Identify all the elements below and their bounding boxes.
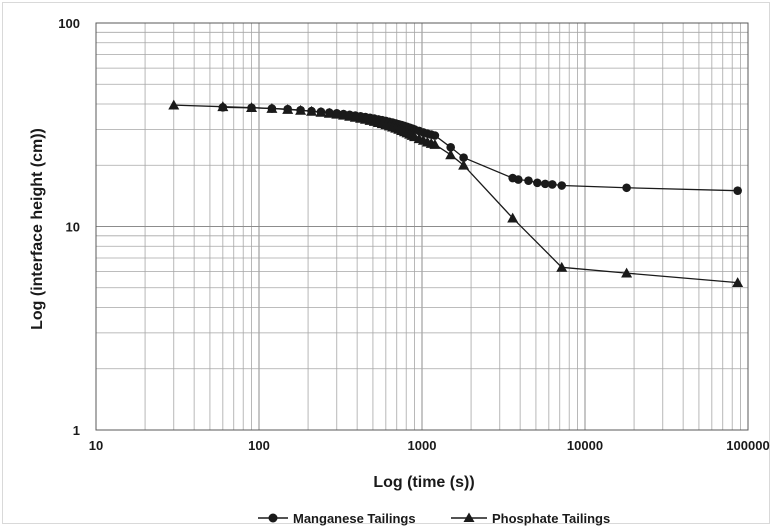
- data-point-triangle: [295, 104, 307, 115]
- legend: Manganese Tailings Phosphate Tailings: [258, 511, 610, 526]
- data-point-circle: [459, 153, 468, 162]
- x-tick-label: 100000: [726, 438, 769, 453]
- data-point-triangle: [458, 159, 470, 170]
- data-point-triangle: [331, 108, 343, 119]
- x-axis-title: Log (time (s)): [373, 474, 474, 491]
- data-point-triangle: [429, 138, 441, 149]
- y-tick-label: 1: [73, 423, 80, 438]
- data-point-circle: [557, 181, 567, 190]
- data-point-triangle: [445, 149, 457, 160]
- grid-lines: [95, 23, 748, 431]
- data-point-triangle: [621, 267, 633, 278]
- legend-label-manganese: Manganese Tailings: [293, 511, 416, 526]
- x-tick-label: 100: [248, 438, 270, 453]
- data-point-triangle: [266, 103, 278, 113]
- series-line: [222, 106, 738, 192]
- data-point-triangle: [732, 277, 744, 288]
- data-point-circle: [540, 179, 550, 189]
- data-point-triangle: [507, 212, 519, 223]
- y-tick-label: 100: [58, 16, 80, 31]
- data-point-circle: [733, 186, 742, 195]
- x-tick-label: 10000: [567, 438, 603, 453]
- series-layer: [168, 99, 744, 288]
- legend-item-manganese: Manganese Tailings: [258, 511, 416, 526]
- x-tick-labels: 10 100 1000 10000 100000: [89, 438, 770, 453]
- data-point-triangle: [323, 107, 335, 118]
- data-point-circle: [430, 131, 440, 140]
- data-point-circle: [524, 176, 533, 185]
- data-point-circle: [533, 178, 542, 188]
- data-point-circle: [622, 183, 631, 193]
- x-tick-label: 1000: [408, 438, 437, 453]
- data-point-circle: [547, 180, 557, 189]
- legend-label-phosphate: Phosphate Tailings: [492, 511, 610, 526]
- y-tick-labels: 1 10 100: [58, 16, 80, 438]
- plot-area-border: [95, 22, 749, 431]
- series-line: [173, 104, 738, 284]
- data-point-circle: [514, 175, 523, 184]
- series-phosphate-tailings: [168, 99, 744, 288]
- data-point-triangle: [282, 103, 294, 114]
- data-point-triangle: [168, 99, 180, 110]
- data-point-triangle: [556, 261, 568, 272]
- legend-marker-circle: [268, 513, 278, 523]
- data-point-triangle: [315, 106, 327, 117]
- data-point-triangle: [306, 105, 318, 116]
- data-point-circle: [446, 143, 456, 152]
- y-tick-label: 10: [66, 220, 80, 235]
- series-manganese-tailings: [218, 103, 742, 195]
- data-point-triangle: [246, 102, 258, 112]
- y-axis-title: Log (interface height (cm)): [29, 128, 46, 330]
- legend-item-phosphate: Phosphate Tailings: [451, 511, 610, 526]
- legend-marker-triangle: [463, 512, 475, 522]
- data-point-triangle: [217, 101, 229, 112]
- x-tick-label: 10: [89, 438, 103, 453]
